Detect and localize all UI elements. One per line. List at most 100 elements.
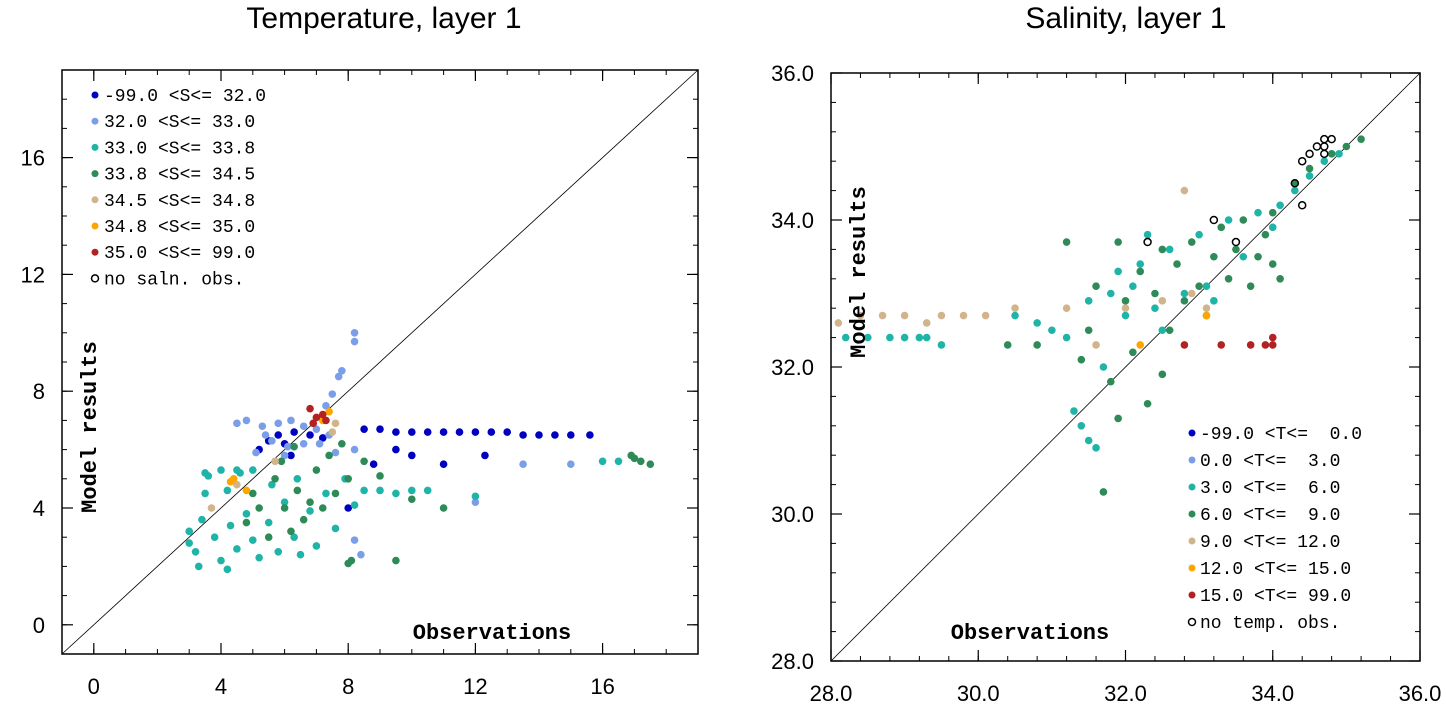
data-point [264, 533, 273, 541]
legend-marker [91, 170, 99, 178]
data-point [309, 419, 318, 428]
data-point [229, 475, 238, 483]
data-point [1114, 267, 1122, 276]
y-tick-label: 32.0 [771, 355, 814, 380]
data-point [1195, 230, 1203, 239]
data-point [322, 416, 330, 425]
data-point [350, 337, 359, 346]
data-point [1062, 333, 1071, 342]
data-point [1165, 245, 1174, 254]
data-point [519, 431, 527, 439]
data-point [296, 550, 305, 559]
data-point [1180, 186, 1189, 195]
data-point [350, 501, 359, 509]
data-point [1297, 156, 1307, 166]
data-point [1231, 237, 1241, 247]
data-point [207, 504, 216, 512]
data-point [1121, 304, 1130, 313]
data-point [1305, 164, 1314, 173]
data-point [334, 372, 343, 381]
data-point [1217, 223, 1226, 232]
y-tick-label: 0 [33, 613, 45, 638]
data-point [1297, 201, 1307, 210]
data-point [1003, 341, 1012, 349]
data-point [878, 311, 887, 320]
data-point [1062, 238, 1071, 246]
data-point [1158, 297, 1167, 305]
data-point [280, 498, 289, 506]
data-point [1290, 179, 1300, 188]
legend-label: 12.0 <T<= 15.0 [1200, 560, 1351, 580]
data-point [360, 457, 368, 466]
data-point [392, 556, 400, 565]
data-point [233, 466, 241, 474]
data-point [1099, 363, 1108, 371]
data-point [439, 428, 448, 436]
data-point [1268, 333, 1277, 342]
legend-marker [1188, 456, 1196, 464]
legend-label: -99.0 <S<= 32.0 [104, 87, 266, 107]
data-point [841, 333, 850, 342]
data-point [1158, 326, 1167, 335]
data-point [350, 536, 359, 544]
data-point [408, 486, 416, 495]
data-point [338, 439, 346, 448]
legend-marker [1188, 537, 1196, 545]
data-point [274, 419, 283, 428]
data-point [1033, 341, 1041, 349]
data-point [290, 533, 298, 541]
data-point [242, 416, 251, 425]
data-point [331, 489, 340, 498]
data-point [1151, 304, 1159, 313]
data-point [1151, 289, 1159, 298]
data-point [217, 556, 225, 565]
data-point [312, 413, 321, 422]
data-point [392, 489, 400, 498]
data-point [1268, 260, 1277, 268]
data-point [1077, 355, 1086, 364]
data-point [369, 460, 378, 469]
legend-marker [91, 91, 99, 99]
data-point [1062, 304, 1071, 313]
legend-marker [1188, 429, 1196, 437]
data-point [322, 402, 330, 410]
legend-label: 32.0 <S<= 33.0 [104, 113, 255, 133]
data-point [1143, 237, 1152, 247]
data-point [1084, 436, 1093, 445]
legend-marker [1188, 591, 1196, 599]
x-tick-label: 32.0 [1104, 681, 1147, 706]
data-point [287, 416, 295, 425]
data-point [1202, 311, 1211, 320]
data-point [233, 545, 241, 553]
data-point [471, 498, 480, 506]
data-point [249, 536, 257, 544]
legend-label: no saln. obs. [104, 270, 244, 290]
data-point [338, 366, 346, 375]
legend-marker [91, 196, 99, 204]
data-point [293, 475, 302, 483]
data-point [280, 451, 289, 460]
data-point [1202, 282, 1211, 290]
chart-title: Salinity, layer 1 [1025, 2, 1226, 35]
data-point [1136, 267, 1145, 276]
data-point [1254, 208, 1262, 217]
data-point [306, 507, 314, 515]
legend-label: 33.8 <S<= 34.5 [104, 166, 255, 186]
data-point [1092, 341, 1100, 349]
data-point [1268, 208, 1277, 217]
data-point [1099, 488, 1108, 496]
data-point [1011, 311, 1019, 320]
data-point [328, 428, 337, 436]
data-point [1224, 216, 1233, 224]
data-point [1129, 348, 1137, 357]
data-point [1320, 149, 1329, 159]
data-point [1291, 179, 1299, 188]
data-point [1136, 260, 1145, 268]
data-point [185, 527, 193, 536]
data-point [423, 486, 432, 495]
data-point [360, 425, 368, 433]
legend-label: 15.0 <T<= 99.0 [1200, 587, 1351, 607]
data-point [242, 518, 251, 527]
legend-marker [1188, 564, 1196, 572]
data-point [344, 559, 353, 568]
